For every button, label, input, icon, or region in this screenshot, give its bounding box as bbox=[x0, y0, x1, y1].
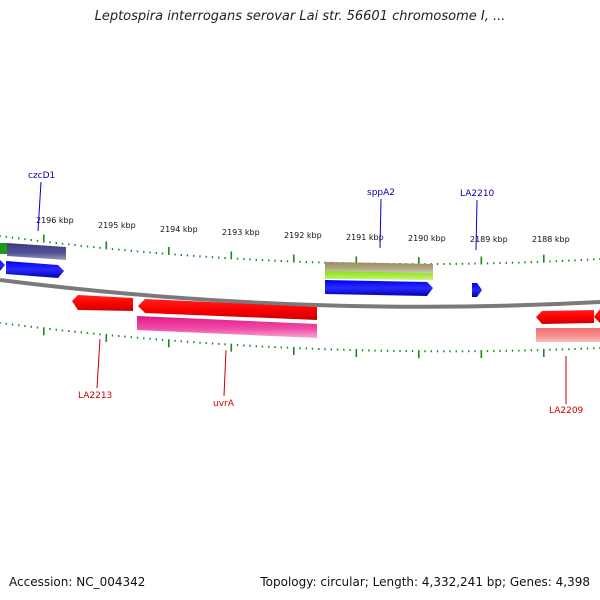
gene-feature[interactable] bbox=[325, 280, 433, 296]
gene-label-LA2213[interactable]: LA2213 bbox=[78, 391, 112, 401]
scale-label: 2192 kbp bbox=[284, 231, 322, 240]
scale-label: 2195 kbp bbox=[98, 221, 136, 230]
gene-LA2210[interactable] bbox=[472, 283, 482, 297]
topology-text: Topology: circular; Length: 4,332,241 bp… bbox=[260, 575, 590, 589]
scale-label: 2191 kbp bbox=[346, 233, 384, 242]
gene-LA2209[interactable] bbox=[536, 310, 594, 324]
gene-feature[interactable] bbox=[325, 271, 433, 280]
gene-label-LA2209[interactable]: LA2209 bbox=[549, 406, 584, 416]
accession-text: Accession: NC_004342 bbox=[9, 575, 146, 589]
gene-feature[interactable] bbox=[137, 316, 317, 338]
scale-label: 2189 kbp bbox=[470, 235, 508, 244]
gene-feature[interactable] bbox=[536, 328, 600, 342]
gene-label-sppA2[interactable]: sppA2 bbox=[367, 188, 395, 198]
scale-ticks-reverse bbox=[0, 322, 600, 359]
chromosome-backbone bbox=[0, 278, 600, 309]
gene-LA2213[interactable] bbox=[72, 295, 133, 311]
scale-label: 2194 kbp bbox=[160, 225, 198, 234]
reverse-features bbox=[72, 295, 600, 342]
gene-label-LA2210[interactable]: LA2210 bbox=[460, 189, 495, 199]
gene-feature[interactable] bbox=[6, 261, 64, 278]
scale-labels: 2196 kbp 2195 kbp 2194 kbp 2193 kbp 2192… bbox=[36, 216, 570, 244]
scale-label: 2193 kbp bbox=[222, 228, 260, 237]
map-title: Leptospira interrogans serovar Lai str. … bbox=[94, 9, 506, 24]
gene-label-uvrA[interactable]: uvrA bbox=[213, 399, 235, 409]
gene-feature[interactable] bbox=[0, 260, 5, 271]
scale-label: 2190 kbp bbox=[408, 234, 446, 243]
gene-uvrA[interactable] bbox=[138, 299, 317, 320]
gene-feature[interactable] bbox=[0, 243, 7, 254]
forward-features bbox=[0, 243, 482, 297]
scale-label: 2196 kbp bbox=[36, 216, 74, 225]
label-leaders bbox=[37, 181, 567, 404]
gene-labels: czcD1 sppA2 LA2210 LA2213 uvrA LA2209 bbox=[28, 171, 584, 416]
gene-sppA2[interactable] bbox=[325, 262, 433, 273]
gene-label-czcD1[interactable]: czcD1 bbox=[28, 171, 55, 181]
scale-label: 2188 kbp bbox=[532, 235, 570, 244]
gene-czcD1[interactable] bbox=[7, 243, 66, 260]
gene-feature[interactable] bbox=[594, 309, 600, 323]
